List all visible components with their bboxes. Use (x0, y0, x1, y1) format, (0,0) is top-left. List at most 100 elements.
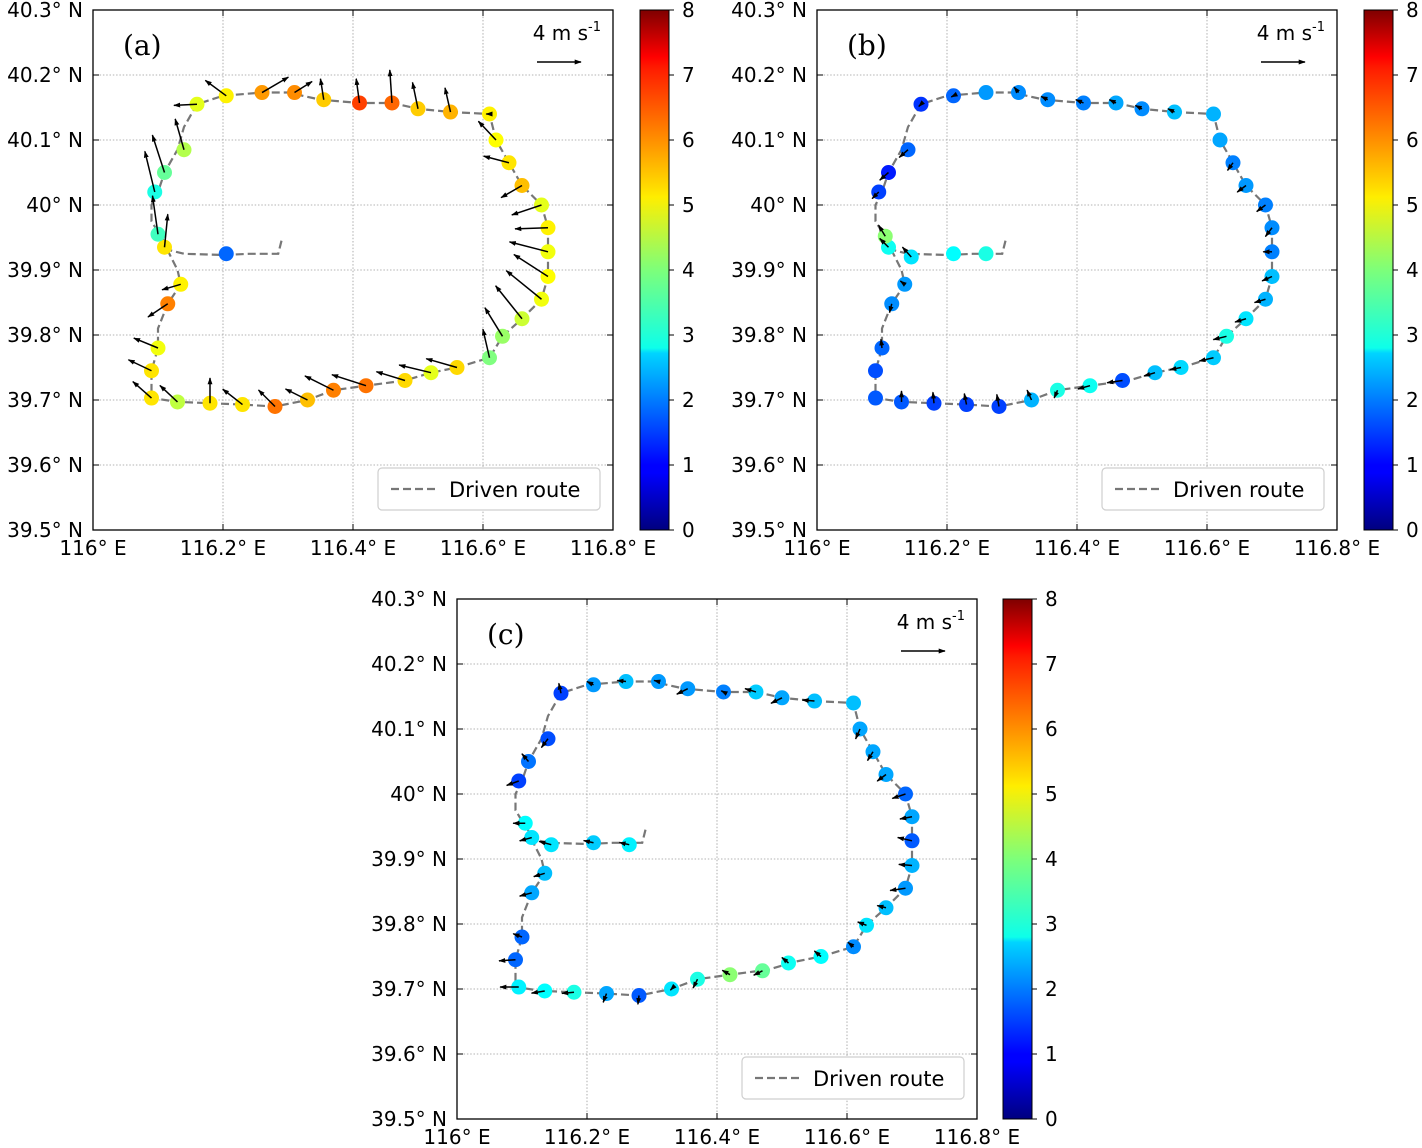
wind-vector-arrow (174, 118, 185, 150)
wind-vector-arrow (444, 87, 452, 113)
wind-vector-arrow (1040, 95, 1049, 102)
wind-vector-arrow (879, 237, 890, 248)
scale-arrow-label: 4 m s-1 (1257, 20, 1325, 45)
wind-vector-arrow (483, 155, 510, 164)
wind-vector-arrow (159, 384, 179, 403)
colorbar-tick-label: 2 (682, 388, 695, 412)
wind-vector-arrow (1053, 389, 1059, 399)
wind-vector-arrow (512, 932, 523, 939)
y-tick-label: 39.7° N (7, 388, 83, 412)
y-tick-label: 40.2° N (371, 652, 447, 676)
speed-point (868, 363, 883, 379)
x-tick-label: 116.2° E (904, 536, 990, 560)
wind-vector-arrow (889, 887, 906, 892)
y-tick-label: 40.1° N (731, 128, 807, 152)
y-tick-label: 40.1° N (7, 128, 83, 152)
wind-vector-arrow (143, 150, 156, 193)
wind-vector-arrow (518, 892, 532, 897)
x-tick-label: 116.4° E (1034, 536, 1120, 560)
wind-vector-arrow (481, 328, 491, 358)
panel-b: 116° E 116.2° E 116.4° E 116.6° E 116.8° E 39… (731, 0, 1419, 560)
wind-vector-arrow (151, 134, 166, 173)
colorbar-gradient (1002, 598, 1033, 1120)
driven-route-line (514, 680, 914, 997)
wind-vector-arrow (163, 213, 170, 248)
colorbar-tick-label: 7 (682, 63, 695, 87)
wind-vector-arrow (161, 283, 181, 291)
y-tick-label: 40° N (750, 193, 807, 217)
wind-vector-arrow (582, 839, 594, 845)
wind-vector-arrow (1253, 298, 1266, 304)
wind-vector-arrow (319, 78, 325, 100)
wind-vector-arrow (514, 226, 549, 232)
wind-vector-arrow (963, 392, 968, 405)
x-tick-label: 116.2° E (180, 536, 266, 560)
x-tick-label: 116.8° E (934, 1125, 1020, 1148)
wind-vector-arrow (133, 337, 159, 349)
wind-vector-arrow (888, 303, 894, 314)
wind-vector-arrow (918, 100, 925, 107)
legend: Driven route (1101, 467, 1325, 511)
wind-vector-arrow (1261, 275, 1273, 282)
driven-route-line (874, 91, 1274, 408)
wind-vector-arrow (1077, 384, 1091, 390)
wind-vector-arrow (331, 373, 367, 387)
wind-vector-arrow (857, 921, 867, 927)
legend-box (377, 467, 601, 511)
y-tick-label: 39.6° N (731, 453, 807, 477)
wind-vector-arrow (879, 338, 885, 349)
wind-vector-arrow (876, 773, 887, 782)
x-tick-label: 116.6° E (440, 536, 526, 560)
wind-vector-arrow (1026, 389, 1033, 401)
y-tick-label: 39.9° N (371, 847, 447, 871)
plot-area (457, 599, 977, 1119)
y-tick-label: 39.6° N (7, 453, 83, 477)
wind-vector-arrow (744, 687, 757, 693)
wind-vector-arrow (304, 375, 334, 391)
wind-vector-arrow (204, 79, 227, 97)
legend-box (1101, 467, 1325, 511)
colorbar: 0 1 2 3 4 5 6 7 8 (1002, 587, 1058, 1131)
plot-frame (456, 598, 978, 1120)
x-tick-label: 116.6° E (804, 1125, 890, 1148)
wind-vector-arrow (173, 102, 198, 108)
colorbar-tick-label: 6 (682, 128, 695, 152)
wind-vector-arrow (878, 224, 886, 237)
wind-vector-arrow (498, 957, 516, 963)
wind-vector-arrow (781, 956, 789, 964)
colorbar-tick-label: 2 (1045, 977, 1058, 1001)
y-tick-label: 39.8° N (7, 323, 83, 347)
colorbar-tick-label: 4 (1406, 258, 1419, 282)
y-tick-label: 39.9° N (731, 258, 807, 282)
scale-label-main: 4 m s (1257, 21, 1312, 45)
wind-vector-arrow (586, 680, 594, 687)
wind-vector-arrow (1106, 379, 1123, 385)
scale-label-main: 4 m s (533, 21, 588, 45)
wind-vector-arrow (354, 78, 361, 104)
wind-vector-arrow (618, 841, 630, 847)
colorbar-gradient (1363, 9, 1394, 531)
wind-vector-arrow (1236, 184, 1247, 193)
wind-vectors (871, 86, 1273, 407)
colorbar-tick-label: 6 (1045, 717, 1058, 741)
speed-point (846, 695, 861, 711)
wind-vector-arrow (561, 990, 575, 996)
wind-vector-arrow (557, 682, 563, 694)
colorbar: 0 1 2 3 4 5 6 7 8 (639, 0, 695, 542)
wind-vector-arrow (897, 836, 913, 842)
wind-vector-arrow (653, 679, 661, 685)
colorbar-tick-label: 5 (682, 193, 695, 217)
legend-box (741, 1056, 965, 1100)
x-tick-label: 116.2° E (544, 1125, 630, 1148)
wind-vectors (127, 69, 549, 408)
wind-vector-arrow (150, 195, 159, 235)
colorbar-tick-label: 5 (1045, 782, 1058, 806)
colorbar-tick-label: 8 (1045, 587, 1058, 611)
y-tick-label: 39.6° N (371, 1042, 447, 1066)
y-tick-label: 39.7° N (371, 977, 447, 1001)
speed-point (1212, 132, 1228, 148)
y-tick-label: 40.2° N (731, 63, 807, 87)
wind-vector-arrow (676, 688, 689, 695)
wind-vector-arrow (505, 270, 542, 300)
wind-vector-arrow (899, 815, 913, 821)
